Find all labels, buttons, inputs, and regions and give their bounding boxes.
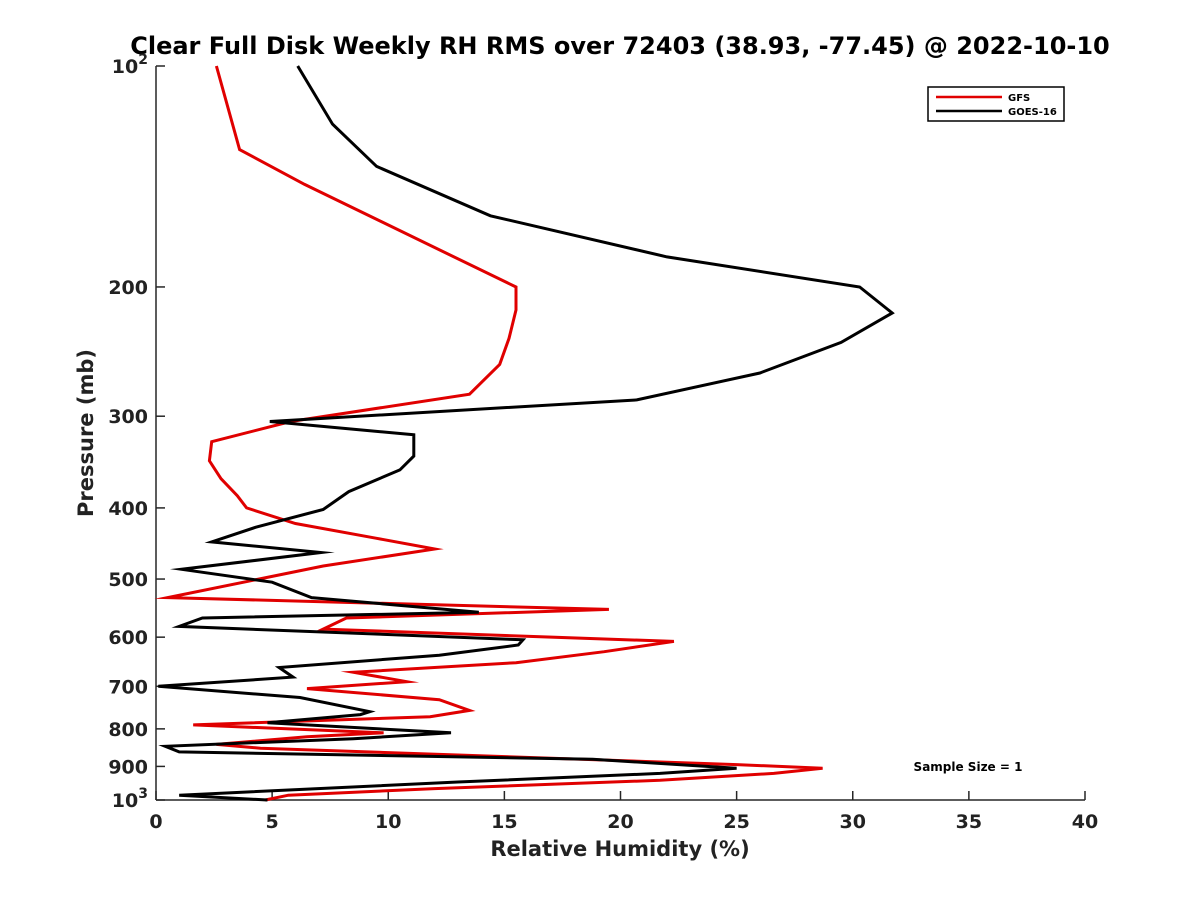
x-tick-label: 25 bbox=[723, 811, 749, 833]
x-tick-label: 20 bbox=[607, 811, 633, 833]
x-tick-label: 15 bbox=[491, 811, 517, 833]
x-axis: 0 5 10 15 20 25 30 35 40 bbox=[149, 791, 1098, 833]
x-axis-label: Relative Humidity (%) bbox=[490, 837, 749, 861]
y-tick-label: 600 bbox=[108, 627, 148, 649]
series-line-goes-16 bbox=[158, 65, 895, 802]
y-tick-label: 300 bbox=[108, 406, 148, 428]
y-axis: 102 200 300 400 500 600 700 800 900 103 bbox=[108, 52, 165, 812]
legend: GFS GOES-16 bbox=[927, 86, 1065, 122]
chart-title: Clear Full Disk Weekly RH RMS over 72403… bbox=[130, 32, 1110, 60]
y-axis-label: Pressure (mb) bbox=[74, 349, 98, 517]
y-tick-label: 700 bbox=[108, 676, 148, 698]
x-tick-label: 0 bbox=[149, 811, 162, 833]
y-tick-label: 103 bbox=[112, 786, 148, 812]
legend-label-gfs: GFS bbox=[1008, 93, 1030, 104]
x-tick-label: 10 bbox=[375, 811, 401, 833]
series-layer bbox=[154, 65, 895, 802]
x-tick-label: 35 bbox=[956, 811, 982, 833]
y-tick-label: 400 bbox=[108, 498, 148, 520]
y-tick-label: 102 bbox=[112, 52, 148, 78]
y-tick-label: 800 bbox=[108, 719, 148, 741]
x-tick-label: 40 bbox=[1072, 811, 1098, 833]
y-tick-label: 200 bbox=[108, 277, 148, 299]
y-tick-label: 500 bbox=[108, 569, 148, 591]
legend-box bbox=[927, 86, 1065, 122]
legend-label-goes-16: GOES-16 bbox=[1008, 107, 1057, 118]
y-tick-label: 900 bbox=[108, 756, 148, 778]
sample-size-annotation: Sample Size = 1 bbox=[914, 760, 1023, 774]
x-tick-label: 5 bbox=[266, 811, 279, 833]
x-tick-label: 30 bbox=[840, 811, 866, 833]
series-line-gfs bbox=[154, 65, 823, 802]
